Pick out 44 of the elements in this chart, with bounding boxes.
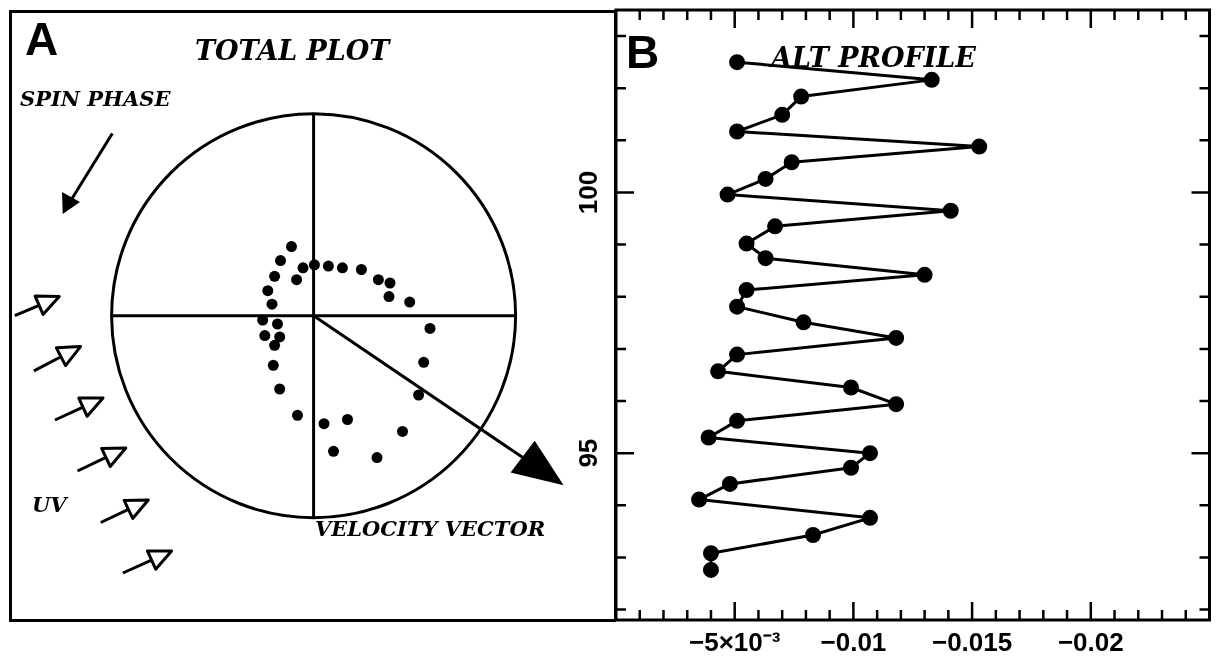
point (916, 266, 933, 283)
point (805, 527, 822, 544)
point (767, 218, 784, 235)
point (774, 106, 791, 123)
point (729, 54, 746, 71)
text: SPIN PHASE (20, 86, 171, 111)
point (843, 379, 860, 396)
text: VELOCITY VECTOR (315, 516, 546, 541)
y-tick-label: 100 (573, 170, 604, 215)
point (795, 314, 812, 331)
point (710, 363, 727, 380)
point (862, 509, 879, 526)
point (888, 396, 905, 413)
point (971, 138, 988, 155)
annotation: B (626, 26, 660, 78)
point (729, 412, 746, 429)
point (757, 250, 774, 267)
point (738, 281, 755, 298)
point (702, 561, 719, 578)
point (783, 154, 800, 171)
point (757, 170, 774, 187)
point (700, 429, 717, 446)
point (719, 186, 736, 203)
point (923, 71, 940, 88)
point (729, 298, 746, 315)
point (729, 123, 746, 140)
point (888, 329, 905, 346)
point (942, 202, 959, 219)
x-tick-label: −0.015 (931, 626, 1013, 657)
text: UV (32, 492, 67, 517)
x-tick-label: −0.01 (820, 626, 887, 657)
x-tick-label: −5×10⁻³ (689, 626, 781, 657)
x-tick-label: −0.02 (1057, 626, 1124, 657)
point (721, 475, 738, 492)
text: A (25, 12, 59, 66)
point (793, 88, 810, 105)
point (862, 445, 879, 462)
point (738, 235, 755, 252)
point (843, 459, 860, 476)
y-tick-label: 95 (573, 438, 604, 468)
text: TOTAL PLOT (195, 35, 390, 66)
point (729, 346, 746, 363)
point (702, 545, 719, 562)
point (691, 491, 708, 508)
